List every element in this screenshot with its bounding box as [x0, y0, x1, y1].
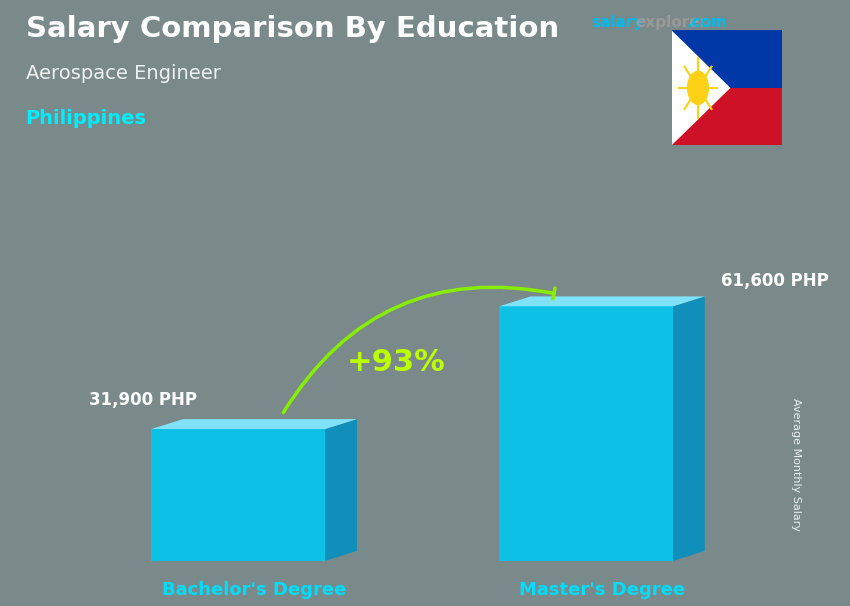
- Text: Master's Degree: Master's Degree: [518, 582, 685, 599]
- Text: .com: .com: [687, 15, 728, 30]
- Text: Average Monthly Salary: Average Monthly Salary: [790, 398, 801, 531]
- Bar: [672, 30, 782, 88]
- Polygon shape: [151, 419, 357, 429]
- Bar: [151, 429, 326, 561]
- Bar: [499, 306, 673, 561]
- Text: salary: salary: [591, 15, 643, 30]
- Circle shape: [687, 71, 709, 105]
- Text: explorer: explorer: [636, 15, 708, 30]
- Polygon shape: [499, 296, 705, 306]
- Text: Salary Comparison By Education: Salary Comparison By Education: [26, 15, 558, 43]
- Polygon shape: [673, 296, 705, 561]
- Bar: [672, 88, 782, 145]
- Text: Philippines: Philippines: [26, 109, 146, 128]
- Polygon shape: [672, 30, 730, 145]
- Text: +93%: +93%: [347, 348, 445, 377]
- Polygon shape: [326, 419, 357, 561]
- Text: 31,900 PHP: 31,900 PHP: [89, 391, 197, 409]
- Text: Aerospace Engineer: Aerospace Engineer: [26, 64, 220, 82]
- Text: 61,600 PHP: 61,600 PHP: [721, 272, 828, 290]
- Text: Bachelor's Degree: Bachelor's Degree: [162, 582, 346, 599]
